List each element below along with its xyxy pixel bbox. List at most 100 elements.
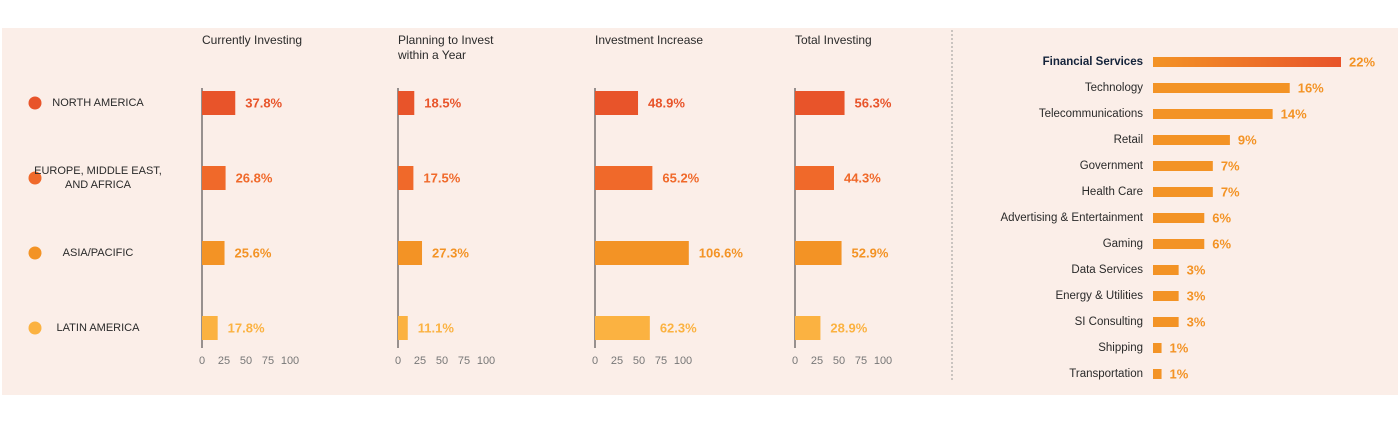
bar: [1153, 239, 1205, 249]
x-tick-label: 75: [261, 355, 275, 367]
bar: [595, 241, 689, 265]
category-label: Advertising & Entertainment: [1000, 212, 1143, 224]
bar: [1153, 317, 1179, 327]
value-label: 11.1%: [417, 320, 454, 336]
bar: [202, 166, 226, 190]
value-label: 37.8%: [245, 95, 283, 111]
category-label: Financial Services: [1042, 56, 1143, 68]
x-tick-label: 75: [654, 355, 668, 367]
value-label: 65.2%: [662, 170, 700, 186]
value-label: 18.5%: [424, 95, 462, 111]
value-label: 17.8%: [227, 320, 265, 336]
category-label: Technology: [1084, 82, 1143, 94]
x-tick-label: 0: [791, 355, 799, 367]
bar: [595, 91, 639, 115]
value-label: 3%: [1186, 262, 1206, 278]
value-label: 62.3%: [659, 320, 697, 336]
region-dot: [28, 171, 42, 185]
value-label: 48.9%: [648, 95, 685, 111]
value-label: 52.9%: [851, 245, 889, 261]
value-label: 56.3%: [854, 95, 892, 111]
value-label: 6%: [1212, 210, 1232, 226]
x-tick-label: 50: [632, 355, 646, 367]
bar: [795, 91, 845, 115]
bar: [1153, 213, 1205, 223]
bar: [398, 91, 415, 115]
x-tick-label: 75: [854, 355, 868, 367]
x-tick-label: 0: [591, 355, 599, 367]
x-tick-label: 50: [239, 355, 253, 367]
bar: [795, 316, 821, 340]
bar: [795, 166, 834, 190]
value-label: 7%: [1220, 158, 1240, 174]
value-label: 27.3%: [432, 245, 469, 261]
value-label: 14%: [1280, 106, 1307, 122]
category-label: Telecommunications: [1038, 108, 1143, 120]
value-label: 26.8%: [235, 170, 273, 186]
region-label: LATIN AMERICA: [56, 322, 140, 334]
bar: [1153, 265, 1179, 275]
x-tick-label: 75: [457, 355, 471, 367]
value-label: 9%: [1237, 132, 1257, 148]
region-dot: [28, 246, 42, 260]
bar: [202, 91, 236, 115]
region-dot: [28, 321, 42, 335]
value-label: 7%: [1220, 184, 1240, 200]
bar: [1153, 161, 1213, 171]
value-label: 3%: [1186, 314, 1206, 330]
x-tick-label: 25: [810, 355, 824, 367]
x-tick-label: 0: [198, 355, 206, 367]
bar: [1153, 135, 1230, 145]
bar: [1153, 369, 1162, 379]
value-label: 1%: [1169, 340, 1189, 356]
value-label: 6%: [1212, 236, 1232, 252]
region-label: ASIA/PACIFIC: [62, 247, 134, 259]
bar: [595, 316, 650, 340]
bar: [795, 241, 842, 265]
category-label: Shipping: [1098, 342, 1143, 354]
bar: [1153, 343, 1162, 353]
x-tick-label: 25: [413, 355, 427, 367]
chart-title: Planning to Invest within a Year: [398, 33, 494, 62]
x-tick-label: 50: [435, 355, 449, 367]
bar: [398, 241, 423, 265]
category-label: SI Consulting: [1074, 316, 1143, 328]
bar: [1153, 291, 1179, 301]
region-dot: [28, 96, 42, 110]
category-label: Energy & Utilities: [1055, 290, 1143, 302]
category-label: Gaming: [1102, 238, 1143, 250]
bar: [595, 166, 653, 190]
bar: [1153, 109, 1273, 119]
chart-title: Currently Investing: [202, 33, 303, 47]
value-label: 17.5%: [423, 170, 461, 186]
value-label: 25.6%: [234, 245, 272, 261]
x-tick-label: 25: [610, 355, 624, 367]
bar: [398, 316, 408, 340]
value-label: 1%: [1169, 366, 1189, 382]
region-label: EUROPE, MIDDLE EAST, AND AFRICA: [34, 165, 162, 191]
chart-title: Investment Increase: [595, 33, 704, 47]
value-label: 3%: [1186, 288, 1206, 304]
x-tick-label: 0: [394, 355, 402, 367]
chart-title: Total Investing: [795, 33, 872, 47]
x-tick-label: 25: [217, 355, 231, 367]
bar: [1153, 57, 1341, 67]
region-label: NORTH AMERICA: [52, 97, 144, 109]
value-label: 16%: [1297, 80, 1324, 96]
value-label: 28.9%: [830, 320, 868, 336]
category-label: Retail: [1113, 134, 1143, 146]
x-tick-label: 50: [832, 355, 846, 367]
x-tick-label: 100: [873, 355, 893, 367]
x-tick-label: 100: [673, 355, 693, 367]
bar: [202, 316, 218, 340]
value-label: 106.6%: [698, 245, 743, 261]
category-label: Transportation: [1069, 368, 1143, 380]
category-label: Data Services: [1071, 264, 1143, 276]
value-label: 22%: [1349, 54, 1376, 70]
category-label: Health Care: [1081, 186, 1143, 198]
x-tick-label: 100: [280, 355, 300, 367]
bar: [1153, 83, 1290, 93]
x-tick-label: 100: [476, 355, 496, 367]
